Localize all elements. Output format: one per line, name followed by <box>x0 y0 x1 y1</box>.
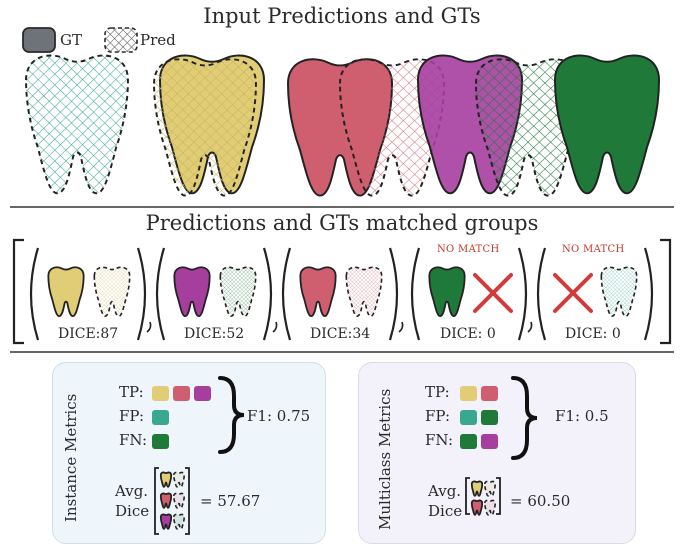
group-5-pred-tooth <box>600 266 638 317</box>
instance-fp-swatch-1 <box>152 410 169 425</box>
group-2-paren-right <box>262 247 273 341</box>
instance-tp-swatch-1 <box>152 386 169 401</box>
multiclass-avg-dice-value: = 60.50 <box>510 492 571 510</box>
multiclass-fn-swatch-2 <box>481 434 498 449</box>
instance-avg-stack-gt-1 <box>159 471 173 488</box>
group-5 <box>536 247 654 341</box>
multiclass-fn-label: FN: <box>425 431 454 449</box>
instance-avg-label: Avg. <box>115 482 149 500</box>
instance-avg-stack-gt-2 <box>159 492 173 509</box>
group-3-gt-tooth <box>299 266 337 318</box>
multiclass-tp-swatch-2 <box>481 386 498 401</box>
matched-section-title: Predictions and GTs matched groups <box>145 211 539 235</box>
instance-f1: F1: 0.75 <box>247 407 311 425</box>
instance-brace <box>218 376 245 454</box>
legend-pred-label: Pred <box>140 31 176 49</box>
multiclass-fn-swatch-1 <box>460 434 477 449</box>
multiclass-brace <box>511 376 538 460</box>
multiclass-avg-bracket-right <box>496 477 501 515</box>
group-4-no-match: NO MATCH <box>437 244 500 255</box>
legend-gt-label: GT <box>60 31 82 49</box>
group-5-paren-left <box>536 247 547 341</box>
group-4-missing-pred-cross <box>473 273 513 313</box>
group-1-gt-tooth <box>47 266 85 318</box>
group-2 <box>155 247 273 341</box>
multiclass-metrics-title: Multiclass Metrics <box>376 388 394 530</box>
instance-avg-stack-bracket-left <box>154 467 159 535</box>
multiclass-tp-label: TP: <box>425 383 450 401</box>
group-4-gt-tooth <box>428 266 466 318</box>
group-2-gt-tooth <box>173 266 211 318</box>
group-5-paren-right <box>643 247 654 341</box>
group-5-no-match: NO MATCH <box>562 244 625 255</box>
group-separator-comma <box>398 321 404 333</box>
instance-avg-stack-pred-2 <box>173 492 185 509</box>
group-3-dice: DICE:34 <box>310 326 371 342</box>
input-teeth <box>25 54 660 197</box>
group-5-dice: DICE: 0 <box>565 326 621 342</box>
group-2-paren-left <box>155 247 166 341</box>
input-tooth-green-gt <box>554 54 660 195</box>
group-3-paren-right <box>388 247 399 341</box>
group-4-dice: DICE: 0 <box>440 326 496 342</box>
group-2-pred-tooth <box>219 266 257 317</box>
instance-tp-swatch-3 <box>194 386 211 401</box>
multiclass-tp-swatch-1 <box>460 386 477 401</box>
instance-tp-label: TP: <box>119 383 144 401</box>
input-tooth-teal-pred <box>25 54 129 195</box>
group-1-paren-left <box>29 247 40 341</box>
group-2-dice: DICE:52 <box>184 326 245 342</box>
group-3-pred-tooth <box>345 266 383 317</box>
outer-bracket-left <box>12 238 24 345</box>
group-5-missing-gt-cross <box>553 273 593 313</box>
multiclass-avg-pred-1 <box>483 480 497 497</box>
instance-fp-label: FP: <box>119 407 145 425</box>
group-1 <box>29 247 147 341</box>
group-4-paren-left <box>410 247 421 341</box>
outer-bracket-right <box>660 238 672 345</box>
instance-avg-stack-pred-3 <box>173 513 185 530</box>
instance-metrics-title: Instance Metrics <box>62 393 80 522</box>
instance-dice-label: Dice <box>115 502 150 520</box>
metrics-graphics <box>152 376 538 535</box>
instance-fn-label: FN: <box>119 431 148 449</box>
multiclass-avg-pred-2 <box>483 499 497 516</box>
group-separator-comma <box>146 321 152 333</box>
instance-avg-stack-gt-3 <box>159 513 173 530</box>
group-3-paren-left <box>281 247 292 341</box>
group-4 <box>410 247 528 341</box>
multiclass-avg-gt-2 <box>470 499 484 516</box>
instance-avg-dice-value: = 57.67 <box>200 492 261 510</box>
input-section-title: Input Predictions and GTs <box>203 4 481 28</box>
legend <box>22 27 138 53</box>
multiclass-avg-bracket-left <box>465 477 470 515</box>
group-4-paren-right <box>517 247 528 341</box>
group-1-dice: DICE:87 <box>58 326 119 342</box>
group-1-pred-tooth <box>93 266 131 317</box>
instance-fn-swatch-1 <box>152 434 169 449</box>
legend-pred-swatch <box>104 27 138 53</box>
multiclass-fp-swatch-2 <box>481 410 498 425</box>
multiclass-avg-label: Avg. <box>428 482 462 500</box>
instance-tp-swatch-2 <box>173 386 190 401</box>
multiclass-fp-label: FP: <box>425 407 451 425</box>
instance-avg-stack-pred-1 <box>173 471 185 488</box>
instance-avg-stack-bracket-right <box>185 467 190 535</box>
legend-gt-swatch <box>22 27 56 53</box>
multiclass-f1: F1: 0.5 <box>555 407 609 425</box>
matched-groups <box>29 247 654 341</box>
multiclass-dice-label: Dice <box>428 502 463 520</box>
multiclass-fp-swatch-1 <box>460 410 477 425</box>
group-separator-comma <box>272 321 278 333</box>
group-3 <box>281 247 399 341</box>
multiclass-avg-gt-1 <box>470 480 484 497</box>
group-separator-comma <box>527 321 533 333</box>
group-1-paren-right <box>136 247 147 341</box>
